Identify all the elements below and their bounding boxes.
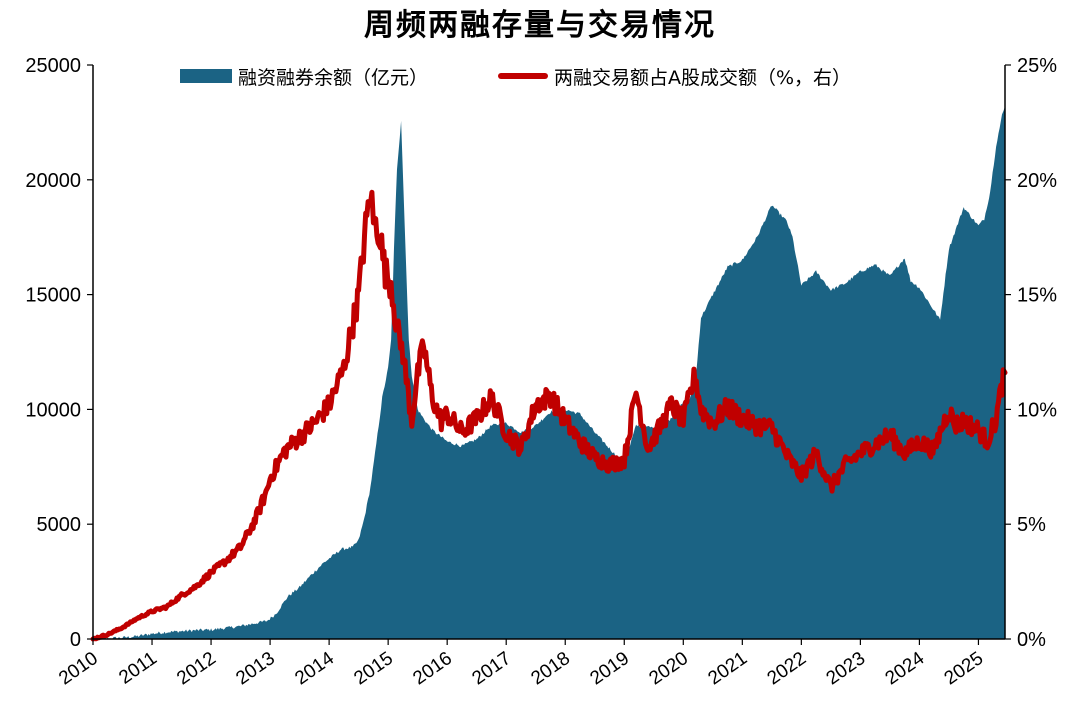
x-tick-label: 2025 bbox=[941, 648, 988, 689]
chart-title: 周频两融存量与交易情况 bbox=[364, 8, 716, 43]
y-left-tick-label: 20000 bbox=[25, 170, 81, 192]
x-tick-label: 2022 bbox=[764, 648, 811, 689]
y-left-tick-label: 10000 bbox=[25, 399, 81, 421]
x-tick-label: 2023 bbox=[823, 648, 870, 689]
x-tick-label: 2024 bbox=[882, 648, 929, 690]
axes bbox=[87, 64, 1011, 645]
x-tick-label: 2011 bbox=[115, 648, 161, 689]
x-tick-label: 2017 bbox=[468, 648, 515, 689]
x-tick-label: 2021 bbox=[705, 648, 752, 689]
y-left-tick-label: 15000 bbox=[25, 285, 81, 307]
x-tick-label: 2020 bbox=[645, 648, 692, 689]
legend-item-trading-share: 两融交易额占A股成交额（%，右） bbox=[498, 62, 851, 90]
x-tick-label: 2012 bbox=[173, 648, 220, 689]
trading-share-line bbox=[90, 189, 1008, 642]
x-tick-label: 2010 bbox=[55, 648, 102, 689]
y-left-tick-label: 5000 bbox=[37, 514, 82, 536]
y-right-tick-label: 0% bbox=[1017, 629, 1046, 651]
y-right-tick-label: 15% bbox=[1017, 285, 1057, 307]
x-tick-label: 2016 bbox=[409, 648, 456, 689]
x-tick-label: 2019 bbox=[586, 648, 633, 689]
margin-balance-area bbox=[93, 106, 1005, 640]
x-tick-label: 2018 bbox=[527, 648, 574, 689]
y-left-tick-label: 0 bbox=[70, 629, 81, 651]
trading-share-line-layer bbox=[90, 189, 1008, 642]
x-tick-label: 2015 bbox=[350, 648, 397, 689]
y-left-tick-label: 25000 bbox=[25, 55, 81, 77]
legend-label-margin-balance: 融资融券余额（亿元） bbox=[238, 66, 429, 89]
y-right-tick-label: 25% bbox=[1017, 55, 1057, 77]
margin-balance-area-layer bbox=[93, 106, 1005, 640]
y-right-tick-label: 10% bbox=[1017, 399, 1057, 421]
legend-swatch-area bbox=[180, 69, 232, 83]
y-right-tick-label: 20% bbox=[1017, 170, 1057, 192]
legend-label-trading-share: 两融交易额占A股成交额（%，右） bbox=[554, 66, 852, 89]
x-tick-label: 2013 bbox=[232, 648, 279, 689]
legend-swatch-line bbox=[498, 73, 548, 79]
x-tick-label: 2014 bbox=[291, 648, 338, 690]
legend-item-margin-balance: 融资融券余额（亿元） bbox=[180, 62, 428, 90]
y-right-tick-label: 5% bbox=[1017, 514, 1046, 536]
